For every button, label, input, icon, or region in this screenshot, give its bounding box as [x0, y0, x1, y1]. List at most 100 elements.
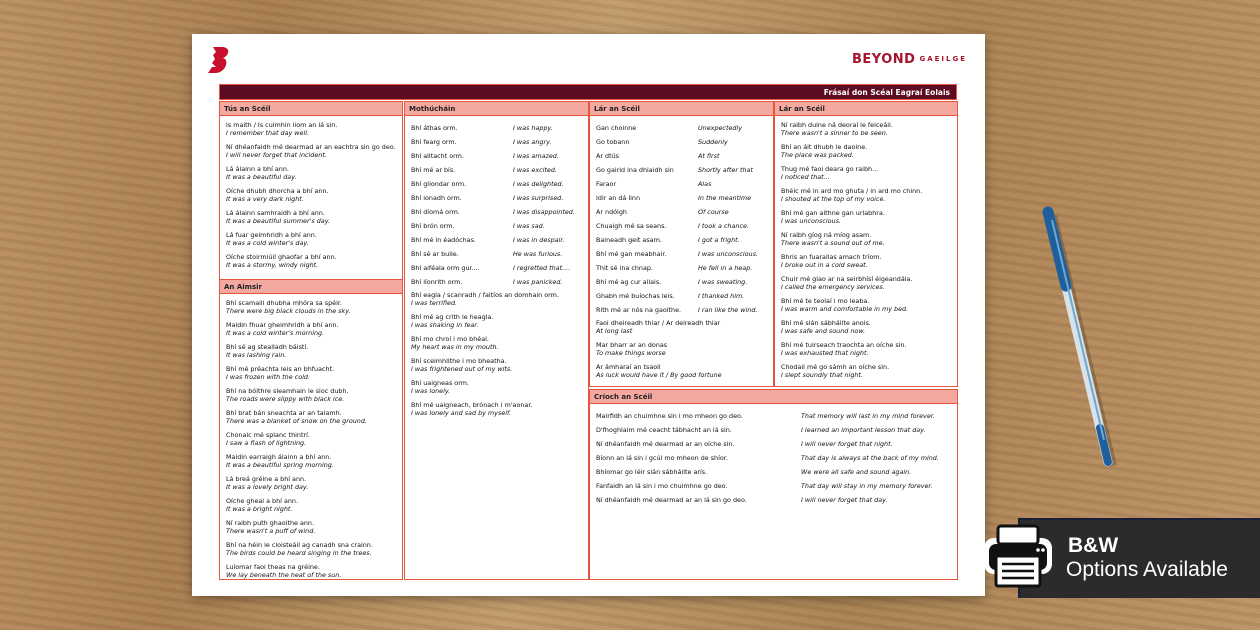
english-translation: I will never forget that day.	[801, 496, 888, 504]
phrase-pair: Ní raibh gíog ná míog asam. There wasn't …	[781, 231, 951, 247]
phrase-pair: Bhí mé ag crith le heagla. I was shaking …	[411, 313, 582, 329]
phrase-pair: Is maith / Is cuimhin liom an lá sin. I r…	[226, 121, 396, 137]
phrase-pair: Luíomar faoi theas na gréine. We lay bene…	[226, 563, 396, 579]
irish-phrase: Chonaic mé splanc thintrí.	[226, 431, 310, 439]
irish-phrase: Maidin fhuar gheimhridh a bhí ann.	[226, 321, 339, 329]
irish-phrase: Gan choinne	[596, 124, 637, 132]
english-translation: Suddenly	[698, 138, 728, 146]
section-crioch: Críoch an Scéil Mairfidh an chuimhne sin …	[589, 389, 958, 580]
phrase-row: Ar dtús At first	[596, 149, 767, 163]
english-translation: It was a beautiful day.	[226, 173, 297, 181]
english-translation: I was lonely and sad by myself.	[411, 409, 512, 417]
english-translation: I was safe and sound now.	[781, 327, 866, 335]
irish-phrase: Lá fuar geimhridh a bhí ann.	[226, 231, 317, 239]
phrase-pair: Oíche dhubh dhorcha a bhí ann. It was a v…	[226, 187, 396, 203]
phrase-row: Ní dhéanfaidh mé dearmad ar an oíche sin…	[596, 437, 951, 451]
irish-phrase: Oíche gheal a bhí ann.	[226, 497, 299, 505]
phrase-pair: Bhéic mé in ard mo ghuta / in ard mo chi…	[781, 187, 951, 203]
section-mothuchain: Mothúcháin Bhí áthas orm. I was happy. Bhí …	[404, 101, 589, 580]
phrase-row: Bhí brón orm. I was sad.	[411, 219, 582, 233]
english-translation: I was disappointed.	[513, 208, 575, 216]
phrase-pair: Lá breá gréine a bhí ann. It was a lovely…	[226, 475, 396, 491]
section-lar-1: Lár an Scéil Gan choinne Unexpectedly Go to…	[589, 101, 774, 387]
english-translation: I was excited.	[513, 166, 557, 174]
section-body: Bhí áthas orm. I was happy. Bhí fearg orm.…	[405, 116, 588, 428]
irish-phrase: Lá álainn samhraidh a bhí ann.	[226, 209, 325, 217]
irish-phrase: Luíomar faoi theas na gréine.	[226, 563, 320, 571]
irish-phrase: Bhí mé uaigneach, brónach i m'aonar.	[411, 401, 533, 409]
english-translation: There were big black clouds in the sky.	[226, 307, 351, 315]
irish-phrase: Bhí mé ag cur allais.	[596, 278, 662, 286]
section-body: Is maith / Is cuimhin liom an lá sin. I r…	[220, 116, 402, 280]
phrase-pair: Bhí na héin le cloisteáil ag canadh sna …	[226, 541, 396, 557]
irish-phrase: Bhí sé ar buile.	[411, 250, 459, 258]
english-translation: I was panicked.	[513, 278, 563, 286]
phrase-row: Ní dhéanfaidh mé dearmad ar an lá sin go…	[596, 493, 951, 507]
phrase-pair: Chuir mé glao ar na seirbhísí éigeandála…	[781, 275, 951, 291]
irish-phrase: Mar bharr ar an donas	[596, 341, 668, 349]
english-translation: I was terrified.	[411, 299, 458, 307]
phrase-pair: Bhí brat bán sneachta ar an talamh. There…	[226, 409, 396, 425]
irish-phrase: Ní dhéanfaidh mé dearmad ar an oíche sin…	[596, 440, 735, 448]
irish-phrase: Lá álainn a bhí ann.	[226, 165, 289, 173]
irish-phrase: Ní dhéanfaidh mé dearmad ar an lá sin go…	[596, 496, 747, 504]
phrase-pair: Bhí scamaill dhubha mhóra sa spéir. There…	[226, 299, 396, 315]
brand-logo-icon	[208, 47, 229, 73]
irish-phrase: Bhí líonrith orm.	[411, 278, 463, 286]
english-translation: The birds could be heard singing in the …	[226, 549, 372, 557]
irish-phrase: Bhí sé ag stealladh báistí.	[226, 343, 309, 351]
phrase-row: Bhí gliondar orm. I was delighted.	[411, 177, 582, 191]
phrase-pair: Bhí mé gan aithne gan urlabhra. I was unc…	[781, 209, 951, 225]
phrase-pair: Bhí mé uaigneach, brónach i m'aonar. I wa…	[411, 401, 582, 417]
irish-phrase: Bíonn an lá sin i gcúl mo mheon de shíor…	[596, 454, 728, 462]
irish-phrase: Is maith / Is cuimhin liom an lá sin.	[226, 121, 338, 129]
printer-icon	[984, 524, 1052, 588]
irish-phrase: Bhí mé préachta leis an bhfuacht.	[226, 365, 335, 373]
irish-phrase: Bhí alltacht orm.	[411, 152, 464, 160]
english-translation: It was a lovely bright day.	[226, 483, 309, 491]
irish-phrase: Bhí ionadh orm.	[411, 194, 462, 202]
irish-phrase: Baineadh geit asam.	[596, 236, 662, 244]
irish-phrase: Ar dtús	[596, 152, 619, 160]
english-translation: I was sweating.	[698, 278, 748, 286]
english-translation: I noticed that...	[781, 173, 830, 181]
phrase-pair: Bhí eagla / scanradh / faitíos an domhai…	[411, 291, 582, 307]
phrase-row: Gan choinne Unexpectedly	[596, 121, 767, 135]
irish-phrase: Bhí mé tuirseach traochta an oíche sin.	[781, 341, 907, 349]
english-translation: I got a fright.	[698, 236, 740, 244]
english-translation: I was exhausted that night.	[781, 349, 869, 357]
irish-phrase: Oíche stoirmiúil ghaofar a bhí ann.	[226, 253, 337, 261]
irish-phrase: Bhí brón orm.	[411, 222, 455, 230]
english-translation: I learned an important lesson that day.	[801, 426, 926, 434]
phrase-pair: Ní raibh duine ná deoraí le feiceáil. The…	[781, 121, 951, 137]
phrase-pair: Bhí na bóithre sleamhain le sioc dubh. Th…	[226, 387, 396, 403]
english-translation: I was in despair.	[513, 236, 565, 244]
irish-phrase: Go tobann	[596, 138, 630, 146]
irish-phrase: Bhí fearg orm.	[411, 138, 457, 146]
english-translation: Of course	[698, 208, 729, 216]
english-translation: I was happy.	[513, 124, 553, 132]
section-body: Ní raibh duine ná deoraí le feiceáil. The…	[775, 116, 957, 390]
phrase-pair: Ní raibh puth ghaoithe ann. There wasn't …	[226, 519, 396, 535]
phrase-pair: Faoi dheireadh thiar / Ar deireadh thiar…	[596, 319, 767, 335]
phrase-row: Bhí mé gan meabhair. I was unconscious.	[596, 247, 767, 261]
phrase-row: Baineadh geit asam. I got a fright.	[596, 233, 767, 247]
phrase-pair: Bhí uaigneas orm. I was lonely.	[411, 379, 582, 395]
phrase-pair: Bhí sé ag stealladh báistí. It was lashin…	[226, 343, 396, 359]
irish-phrase: Bhí scamaill dhubha mhóra sa spéir.	[226, 299, 342, 307]
irish-phrase: Bhí brat bán sneachta ar an talamh.	[226, 409, 342, 417]
english-translation: It was a beautiful spring morning.	[226, 461, 334, 469]
page-title: Frásaí don Scéal Eagraí Eolais	[219, 84, 957, 100]
section-tus: Tús an Scéil Is maith / Is cuimhin liom a…	[219, 101, 403, 280]
irish-phrase: Oíche dhubh dhorcha a bhí ann.	[226, 187, 329, 195]
irish-phrase: Ní dhéanfaidh mé dearmad ar an eachtra s…	[226, 143, 396, 151]
english-translation: We lay beneath the heat of the sun.	[226, 571, 342, 579]
phrase-row: Bhí ionadh orm. I was surprised.	[411, 191, 582, 205]
irish-phrase: Bhí áthas orm.	[411, 124, 458, 132]
irish-phrase: Bhí aiféala orm gur....	[411, 264, 480, 272]
english-translation: At first	[698, 152, 720, 160]
irish-phrase: Bhí mé gan meabhair.	[596, 250, 667, 258]
english-translation: It was a cold winter's day.	[226, 239, 309, 247]
english-translation: Unexpectedly	[698, 124, 742, 132]
phrase-pair: Bhí mé tuirseach traochta an oíche sin. I…	[781, 341, 951, 357]
